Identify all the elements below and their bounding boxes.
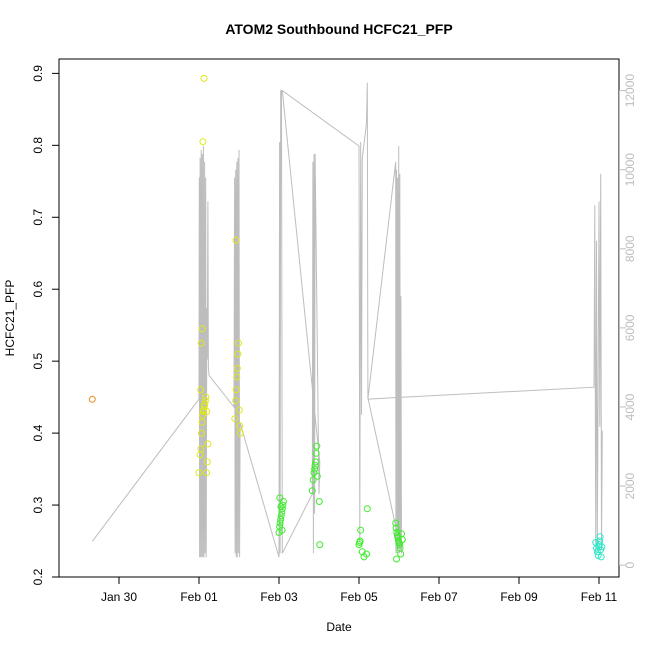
- y2-tick-label: 0: [623, 561, 637, 568]
- data-point: [234, 339, 242, 347]
- y-tick-label: 0.2: [31, 568, 45, 585]
- x-tick-label: Feb 09: [500, 590, 538, 604]
- data-point: [393, 528, 401, 536]
- y-tick-label: 0.7: [31, 209, 45, 226]
- x-tick-label: Feb 11: [581, 590, 618, 604]
- altitude-line-layer: [91, 82, 603, 558]
- y2-tick-label: 6000: [623, 314, 637, 341]
- data-point: [203, 408, 211, 415]
- data-point: [197, 339, 205, 347]
- data-point: [392, 519, 400, 527]
- data-point: [312, 458, 320, 466]
- y-tick-label: 0.9: [31, 65, 45, 82]
- data-point: [312, 449, 320, 457]
- data-point: [236, 429, 244, 437]
- x-tick-label: Feb 03: [260, 590, 298, 604]
- data-point: [356, 537, 364, 545]
- data-point: [313, 472, 321, 480]
- data-point: [593, 548, 601, 556]
- x-tick-label: Jan 30: [101, 590, 137, 604]
- data-point: [88, 395, 96, 403]
- x-axis: Jan 30 Feb 01 Feb 03 Feb 05 Feb 07 Feb 09 Feb …: [101, 576, 618, 604]
- plot-frame: [58, 58, 620, 578]
- y-tick-label: 0.3: [31, 496, 45, 513]
- x-tick-label: Feb 05: [340, 590, 378, 604]
- data-point: [203, 458, 211, 466]
- data-point: [363, 550, 370, 558]
- data-point: [315, 498, 323, 505]
- data-point: [279, 501, 287, 509]
- data-point: [200, 74, 208, 82]
- data-point: [233, 364, 241, 372]
- data-point: [231, 415, 239, 423]
- y-tick-label: 0.4: [31, 424, 45, 441]
- x-axis-label: Date: [326, 620, 352, 634]
- y2-tick-label: 12000: [623, 74, 637, 108]
- y-axis-label: HCFC21_PFP: [3, 280, 17, 357]
- data-point: [199, 138, 207, 146]
- data-point: [276, 494, 284, 502]
- data-point: [313, 442, 321, 450]
- data-point: [398, 536, 406, 544]
- data-point: [197, 386, 205, 394]
- data-point: [277, 515, 285, 523]
- y2-tick-label: 10000: [623, 153, 637, 187]
- data-point: [202, 393, 210, 401]
- data-point: [278, 526, 286, 534]
- data-point: [357, 526, 365, 534]
- data-point: [201, 397, 209, 405]
- data-point: [276, 519, 284, 527]
- data-point: [595, 541, 603, 549]
- data-point: [204, 440, 212, 448]
- data-point: [392, 524, 400, 532]
- data-point: [234, 350, 242, 358]
- altitude-line: [91, 82, 603, 558]
- data-point: [199, 411, 207, 419]
- data-point: [197, 445, 205, 453]
- y-tick-label: 0.8: [31, 137, 45, 154]
- data-point: [393, 555, 400, 563]
- y-axis: 0.2 0.3 0.4 0.5 0.6 0.7 0.8 0.9: [31, 65, 59, 585]
- data-point: [235, 406, 243, 414]
- data-point: [198, 418, 206, 426]
- data-point: [597, 553, 605, 561]
- y-tick-label: 0.5: [31, 353, 45, 370]
- data-point: [232, 236, 240, 244]
- data-point: [198, 325, 206, 333]
- data-point: [233, 373, 241, 381]
- data-point: [596, 533, 604, 541]
- data-point: [232, 386, 240, 394]
- x-tick-label: Feb 01: [180, 590, 218, 604]
- data-point: [311, 462, 319, 469]
- data-point: [236, 422, 244, 430]
- data-point: [203, 469, 210, 477]
- data-point: [308, 487, 316, 495]
- data-point: [397, 550, 405, 558]
- data-point: [311, 465, 319, 473]
- data-point: [277, 512, 285, 520]
- data-point: [363, 505, 371, 513]
- data-point: [198, 429, 205, 437]
- y-tick-label: 0.6: [31, 281, 45, 298]
- data-point: [316, 541, 324, 549]
- y2-tick-label: 2000: [623, 472, 637, 499]
- x-tick-label: Feb 07: [420, 590, 458, 604]
- data-point: [232, 397, 240, 405]
- chart-title: ATOM2 Southbound HCFC21_PFP: [225, 21, 452, 37]
- data-point: [195, 469, 203, 477]
- data-point: [201, 400, 209, 408]
- y2-axis: 0 2000 4000 6000 8000 10000 12000: [619, 74, 637, 568]
- y2-tick-label: 8000: [623, 235, 637, 262]
- data-point: [309, 476, 317, 484]
- data-point: [277, 503, 285, 510]
- data-point: [596, 537, 604, 545]
- y2-tick-label: 4000: [623, 393, 637, 420]
- data-point: [394, 533, 402, 541]
- data-points-layer: [88, 74, 606, 563]
